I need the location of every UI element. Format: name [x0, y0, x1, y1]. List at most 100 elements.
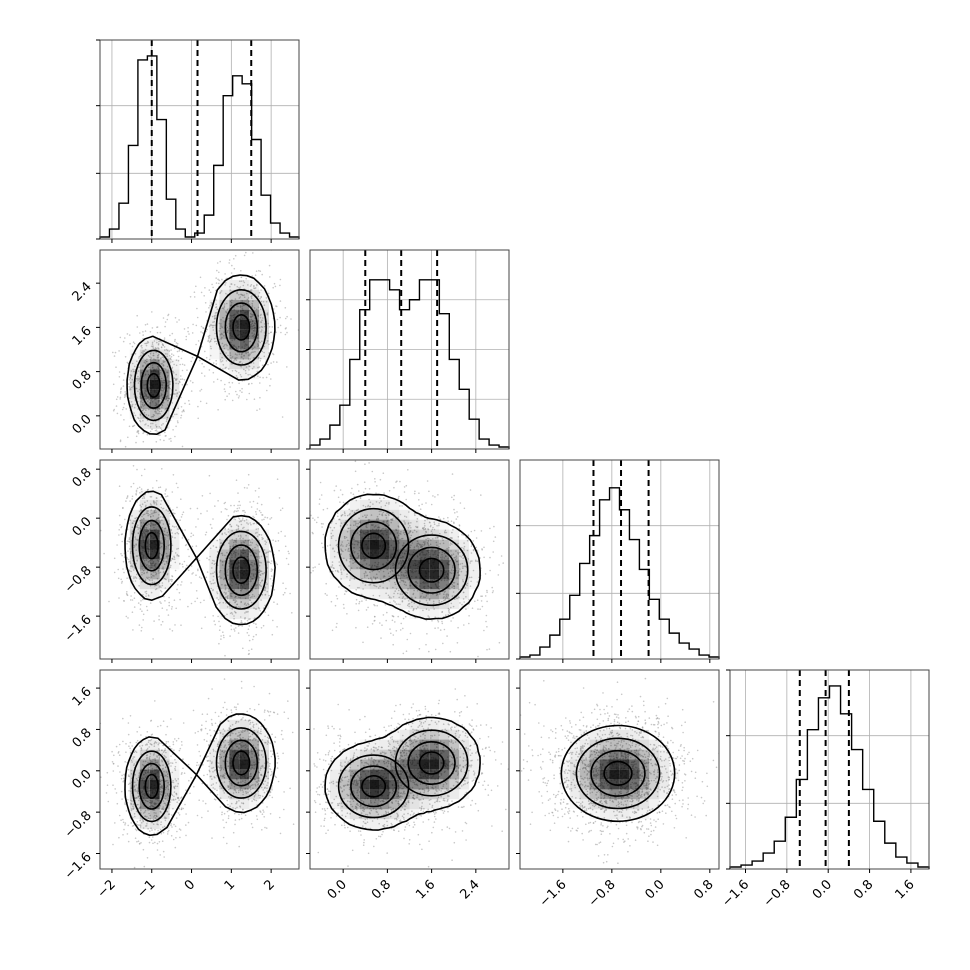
pair-2-1-point [164, 321, 167, 323]
pair-2-1-point [228, 307, 231, 310]
pair-3-1-point [221, 554, 224, 556]
pair-2-1-point [119, 398, 121, 400]
pair-3-1-point [181, 581, 183, 583]
pair-3-2-point [347, 539, 349, 542]
pair-3-2-point [409, 585, 412, 587]
pair-3-1-point [236, 603, 239, 606]
pair-3-1-point [141, 518, 143, 521]
pair-3-1-point [180, 516, 183, 518]
pair-2-1-point [215, 311, 218, 314]
pair-3-1-point [257, 528, 260, 530]
pair-2-1-point [157, 343, 160, 346]
histogram-step-1 [99, 55, 300, 239]
pair-3-2-point [355, 598, 358, 601]
pair-3-1-point [223, 578, 225, 581]
pair-2-1-point [128, 386, 130, 388]
pair-3-2-point [335, 539, 337, 542]
pair-3-1-point [212, 582, 214, 585]
pair-3-1-point [129, 519, 131, 521]
pair-2-1-point [249, 353, 251, 356]
pair-2-1-point [152, 354, 154, 357]
pair-3-1-point [210, 582, 213, 585]
pair-3-2-point [368, 498, 370, 501]
pair-3-1-point [137, 524, 139, 526]
pair-2-1-density-cell [249, 349, 260, 360]
pair-3-2-point [438, 516, 440, 518]
pair-2-1-point [205, 356, 208, 359]
pair-2-1-point [268, 332, 270, 335]
pair-3-2-point [415, 607, 418, 610]
pair-3-2-point [450, 569, 453, 571]
pair-3-1-frame [99, 459, 300, 660]
pair-3-2-point [375, 492, 377, 495]
pair-3-2-point [462, 598, 465, 600]
pair-2-1-point [175, 393, 177, 395]
pair-2-1-point [270, 378, 272, 380]
pair-3-1-point [248, 625, 251, 627]
pair-3-2-point [386, 611, 388, 614]
pair-3-1-point [247, 484, 250, 486]
pair-3-1-point [270, 517, 273, 519]
pair-2-1-point [261, 340, 263, 343]
pair-3-2-point [447, 593, 450, 596]
pair-3-1-point [187, 538, 190, 541]
pair-3-2-point [362, 582, 364, 584]
pair-2-1-density-cell [239, 349, 250, 360]
pair-3-2-point [461, 562, 464, 565]
pair-3-2-point [369, 501, 372, 504]
pair-3-1-point [254, 490, 257, 492]
pair-2-1-point [247, 351, 250, 354]
pair-3-1-density-cell [149, 569, 160, 580]
pair-3-2-point [395, 481, 397, 483]
pair-2-1-point [138, 377, 141, 380]
pair-2-1-point [254, 346, 256, 348]
pair-3-1-point [197, 569, 199, 572]
pair-2-1-point [252, 315, 254, 317]
pair-2-1-point [180, 375, 182, 377]
pair-2-1-point [224, 273, 226, 275]
pair-2-1-point [257, 366, 259, 369]
pair-3-2-point [442, 642, 444, 645]
pair-3-1-point [249, 551, 251, 553]
pair-3-1-point [271, 569, 274, 571]
pair-3-1-point [250, 506, 253, 508]
pair-2-1-point [119, 392, 122, 394]
pair-2-1-density-cell [209, 319, 220, 330]
pair-2-1-point [256, 370, 259, 373]
pair-3-2-point [315, 521, 318, 524]
pair-3-2-point [403, 575, 406, 577]
pair-3-1-point [156, 577, 159, 580]
pair-3-2-point [441, 537, 444, 540]
pair-3-2-point [357, 609, 360, 612]
pair-3-1-point [149, 584, 152, 587]
pair-3-1-point [219, 601, 221, 604]
pair-3-1-point [172, 474, 175, 476]
pair-2-1-point [162, 401, 165, 404]
pair-3-2-point [392, 573, 395, 576]
pair-3-2-point [457, 626, 459, 629]
pair-2-1-point [160, 410, 163, 413]
pair-2-1-point [259, 297, 261, 300]
pair-2-1-density-cell [249, 329, 260, 340]
pair-2-1-point [239, 296, 241, 298]
pair-3-1-density-cell [219, 589, 230, 600]
pair-2-1-point [234, 298, 237, 300]
pair-3-1-point [263, 589, 265, 592]
pair-3-1-point [137, 528, 139, 530]
pair-2-1-point [163, 357, 165, 359]
pair-3-1-point [139, 578, 141, 580]
pair-2-1-point [166, 416, 169, 419]
pair-3-1-point [276, 626, 278, 628]
pair-3-1-point [168, 604, 170, 607]
pair-3-2-point [452, 617, 454, 619]
pair-2-1-point [142, 350, 144, 352]
pair-3-1-point [160, 545, 163, 548]
pair-3-1-point [270, 568, 273, 570]
pair-2-1-point [165, 395, 167, 398]
pair-2-1-density-cell [249, 299, 260, 310]
pair-3-1-point [168, 512, 171, 515]
pair-2-1-point [143, 361, 146, 364]
pair-3-1-point [258, 551, 261, 553]
pair-2-1-point [132, 425, 135, 427]
pair-2-1-point [140, 354, 142, 357]
